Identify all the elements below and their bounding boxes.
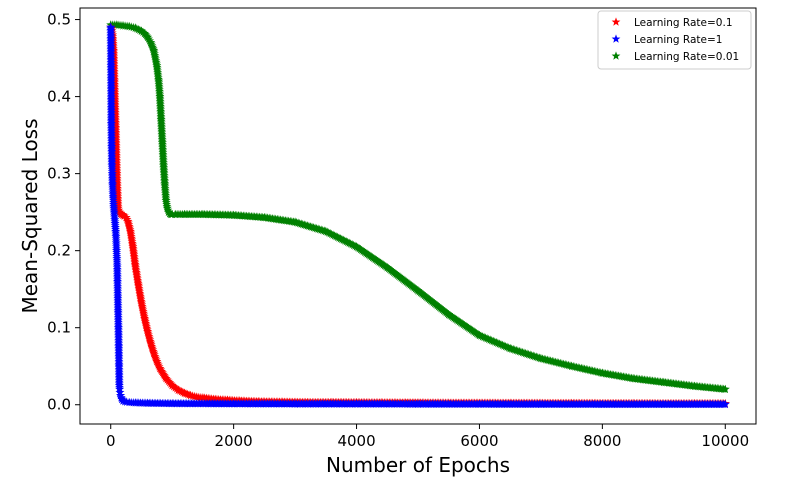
legend-frame xyxy=(597,10,752,70)
series-layer xyxy=(106,20,730,409)
trail-marker xyxy=(114,207,124,216)
trail-marker xyxy=(162,375,172,384)
y-axis-label: Mean-Squared Loss xyxy=(18,118,42,313)
trail-marker xyxy=(121,212,131,222)
trail-marker xyxy=(119,211,129,220)
legend-label: Learning Rate=0.01 xyxy=(634,51,739,63)
legend-marker xyxy=(611,17,621,26)
x-tick-label: 6000 xyxy=(460,432,498,450)
trail-marker xyxy=(167,380,177,390)
trail-marker xyxy=(161,373,171,383)
trail-marker xyxy=(143,32,152,41)
x-tick-label: 8000 xyxy=(583,432,621,450)
x-axis-ticks: 0 2000 4000 6000 8000 10000 xyxy=(106,424,749,450)
y-tick-label: 0.2 xyxy=(47,242,71,260)
y-tick-label: 0.5 xyxy=(47,11,71,29)
legend-marker xyxy=(611,51,621,60)
trail-marker xyxy=(169,382,179,391)
legend-label: Learning Rate=1 xyxy=(634,34,722,46)
trail-marker xyxy=(170,383,180,392)
legend-label: Learning Rate=0.1 xyxy=(634,17,733,29)
trail-marker xyxy=(122,214,132,224)
trail-marker xyxy=(164,207,173,216)
trail-marker xyxy=(165,378,175,387)
trail-marker xyxy=(720,384,730,394)
trail-marker xyxy=(145,36,155,45)
trail-marker xyxy=(720,399,730,409)
x-axis-label: Number of Epochs xyxy=(326,453,510,477)
trail-marker xyxy=(172,384,182,393)
series-2 xyxy=(106,20,730,394)
y-axis-ticks: 0.0 0.1 0.2 0.3 0.4 0.5 xyxy=(47,11,80,414)
x-tick-label: 10000 xyxy=(701,432,749,450)
trail-marker xyxy=(144,34,153,43)
y-tick-label: 0.3 xyxy=(47,165,71,183)
trail-marker xyxy=(115,387,125,397)
y-tick-label: 0.0 xyxy=(47,396,71,414)
series-1 xyxy=(106,22,730,409)
x-tick-label: 0 xyxy=(106,432,116,450)
legend: Learning Rate=0.1 Learning Rate=1 Learning… xyxy=(597,10,752,70)
trail-marker xyxy=(138,27,148,36)
trail-marker xyxy=(117,394,127,404)
x-tick-label: 4000 xyxy=(337,432,375,450)
y-tick-label: 0.1 xyxy=(47,319,71,337)
trail-marker xyxy=(164,376,173,386)
y-tick-label: 0.4 xyxy=(47,88,71,106)
x-tick-label: 2000 xyxy=(215,432,253,450)
trail-marker xyxy=(137,26,146,35)
legend-marker xyxy=(611,34,621,43)
trail-marker xyxy=(166,379,176,388)
